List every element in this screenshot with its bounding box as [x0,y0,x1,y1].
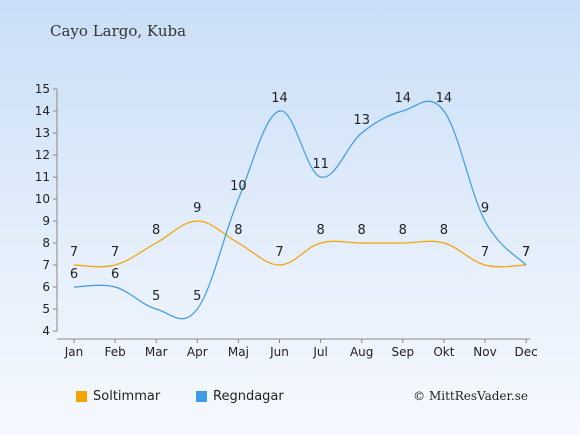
x-tick-label: Feb [104,345,125,359]
x-tick-label: Maj [228,345,249,359]
legend-swatch-regndagar [196,391,207,402]
x-tick-label: Okt [433,345,454,359]
series-line-soltimmar [73,220,527,268]
legend-item-soltimmar: Soltimmar [76,389,160,404]
x-tick-label: Jun [269,345,289,359]
data-label-regndagar: 6 [70,267,78,282]
legend-item-regndagar: Regndagar [196,389,284,404]
legend-label-regndagar: Regndagar [213,389,284,404]
data-label-soltimmar: 8 [399,223,407,238]
data-label-regndagar: 14 [271,91,288,106]
legend-swatch-soltimmar [76,391,87,402]
data-label-soltimmar: 8 [152,223,160,238]
y-tick-label: 5 [42,302,50,316]
x-tick-label: Dec [514,345,537,359]
x-tick-label: Mar [145,345,168,359]
x-tick-label: Nov [473,345,496,359]
y-tick-label: 12 [35,148,50,162]
y-tick-label: 9 [42,214,50,228]
y-tick-label: 15 [35,82,50,96]
y-tick-label: 4 [42,324,50,338]
y-tick-label: 14 [35,104,50,118]
data-label-soltimmar: 8 [234,223,242,238]
series-line-regndagar [73,100,527,320]
data-label-regndagar: 11 [312,157,329,172]
credit-text: © MittResVader.se [413,389,528,403]
y-tick-label: 13 [35,126,50,140]
data-label-soltimmar: 7 [481,245,489,260]
data-label-soltimmar: 8 [440,223,448,238]
data-label-soltimmar: 7 [275,245,283,260]
y-tick-label: 10 [35,192,50,206]
y-tick-label: 8 [42,236,50,250]
y-tick-label: 11 [35,170,50,184]
x-tick-label: Jul [312,345,327,359]
x-tick-label: Aug [350,345,373,359]
data-label-regndagar: 6 [111,267,119,282]
data-label-regndagar: 9 [481,201,489,216]
data-label-regndagar: 5 [152,289,160,304]
chart-title: Cayo Largo, Kuba [50,22,187,40]
data-label-soltimmar: 7 [70,245,78,260]
data-label-regndagar: 13 [353,113,370,128]
data-label-regndagar: 7 [522,245,530,260]
data-label-soltimmar: 8 [358,223,366,238]
y-tick-label: 6 [42,280,50,294]
data-label-regndagar: 10 [230,179,247,194]
x-tick-label: Jan [64,345,84,359]
data-label-soltimmar: 8 [316,223,324,238]
data-label-regndagar: 5 [193,289,201,304]
legend-label-soltimmar: Soltimmar [93,389,161,404]
data-label-soltimmar: 7 [111,245,119,260]
x-tick-label: Apr [187,345,208,359]
data-label-soltimmar: 9 [193,201,201,216]
data-label-soltimmar: 7 [522,245,530,260]
data-label-regndagar: 14 [436,91,453,106]
data-label-regndagar: 14 [395,91,412,106]
x-tick-label: Sep [391,345,414,359]
y-tick-label: 7 [42,258,50,272]
